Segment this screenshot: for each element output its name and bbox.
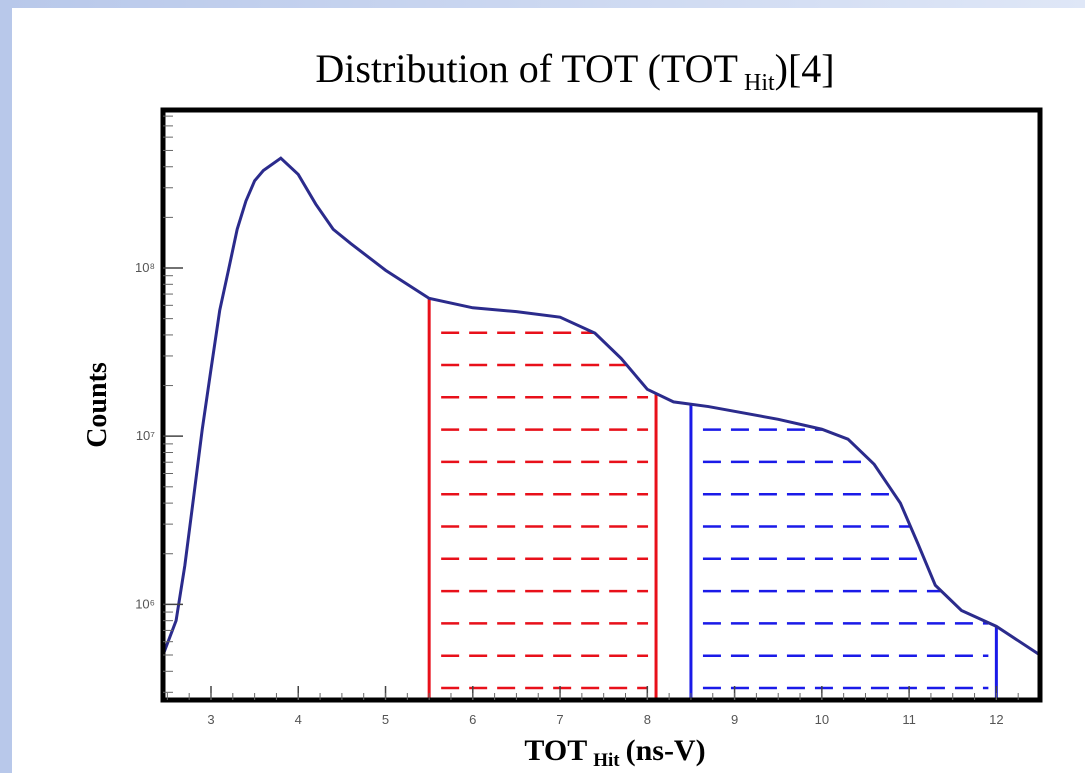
x-tick-label: 5 <box>382 712 389 727</box>
x-tick-label: 9 <box>731 712 738 727</box>
y-tick-label: 10⁷ <box>136 428 155 443</box>
x-tick-label: 11 <box>902 712 916 727</box>
y-tick-label: 10⁶ <box>135 596 155 611</box>
xlabel-sub: Hit <box>593 750 620 771</box>
x-tick-label: 3 <box>207 712 214 727</box>
x-tick-label: 7 <box>556 712 563 727</box>
x-axis-label: TOT Hit (ns-V) <box>524 734 705 771</box>
x-tick-label: 12 <box>989 712 1003 727</box>
x-tick-label: 8 <box>644 712 651 727</box>
chart-title: Distribution of TOT (TOT Hit)[4] <box>315 46 834 96</box>
x-tick-label: 6 <box>469 712 476 727</box>
x-tick-label: 10 <box>815 712 829 727</box>
hatch <box>441 169 649 690</box>
panel <box>12 8 1085 773</box>
x-tick-label: 4 <box>295 712 302 727</box>
title-sub: Hit <box>744 70 775 96</box>
xlabel-end: (ns-V) <box>626 734 706 767</box>
data-line <box>163 156 1040 657</box>
title-end: )[4] <box>775 46 835 91</box>
y-tick-label: 10⁸ <box>135 260 155 275</box>
title-main: Distribution of TOT (TOT <box>315 46 738 91</box>
xlabel-main: TOT <box>524 734 587 767</box>
y-axis-label: Counts <box>82 362 113 448</box>
plot-frame <box>160 107 1043 703</box>
